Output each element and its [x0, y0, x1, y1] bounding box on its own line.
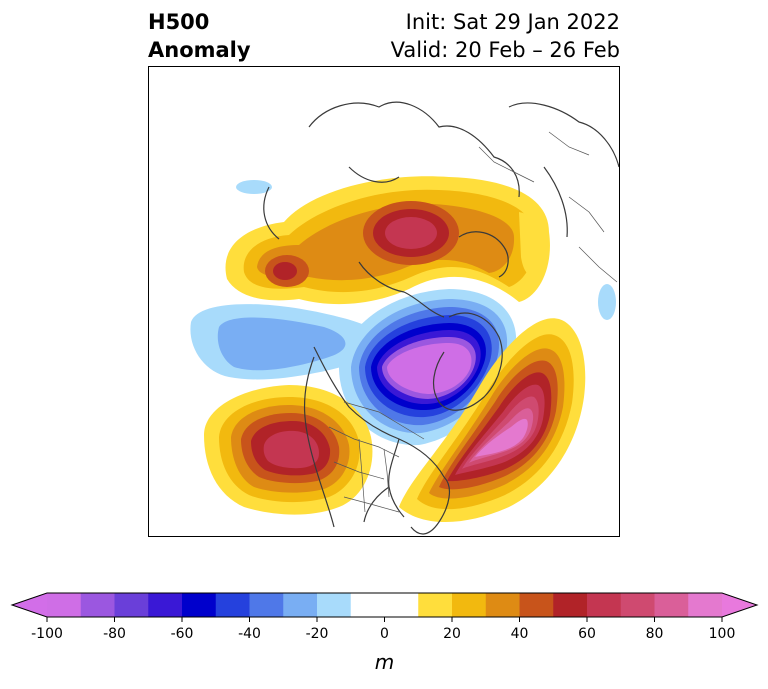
colorbar-tick-label: 80: [646, 626, 664, 642]
colorbar-graphic: -100 -80 -60 -40 -20 0 20 40 60 80 100 m: [10, 592, 759, 674]
colorbar-tick-label: -100: [31, 626, 63, 642]
colorbar-segment: [215, 593, 250, 617]
colorbar-tick-label: 0: [380, 626, 389, 642]
colorbar-tick-label: -80: [103, 626, 126, 642]
colorbar-under-arrow: [12, 593, 47, 617]
colorbar-segment: [317, 593, 352, 617]
coastlines: [263, 101, 619, 535]
colorbar-segment: [148, 593, 183, 617]
colorbar: -100 -80 -60 -40 -20 0 20 40 60 80 100 m: [0, 585, 768, 685]
colorbar-segment: [114, 593, 149, 617]
colorbar-segment: [587, 593, 622, 617]
colorbar-segment: [80, 593, 115, 617]
colorbar-segment: [452, 593, 487, 617]
colorbar-segment: [418, 593, 453, 617]
colorbar-over-arrow: [722, 593, 757, 617]
map-dates: Init: Sat 29 Jan 2022 Valid: 20 Feb – 26…: [391, 8, 620, 64]
title-field: Anomaly: [148, 38, 251, 62]
colorbar-segment: [519, 593, 554, 617]
colorbar-segment: [350, 593, 419, 617]
ridge-west-us: [204, 385, 373, 515]
colorbar-segment: [553, 593, 588, 617]
ridge-north: [225, 176, 550, 305]
colorbar-segment: [485, 593, 520, 617]
colorbar-segment: [654, 593, 689, 617]
valid-period: Valid: 20 Feb – 26 Feb: [390, 38, 620, 62]
colorbar-tick-label: 60: [578, 626, 596, 642]
colorbar-segment: [249, 593, 284, 617]
title-variable: H500: [148, 10, 210, 34]
map-canvas: [190, 101, 619, 535]
map-title: H500 Anomaly: [148, 8, 251, 64]
colorbar-tick-label: 20: [443, 626, 461, 642]
borders: [328, 131, 618, 513]
anomaly-map: [148, 66, 620, 537]
colorbar-segment: [620, 593, 655, 617]
colorbar-segment: [688, 593, 723, 617]
colorbar-tick-label: 40: [511, 626, 529, 642]
colorbar-tick-label: -60: [171, 626, 194, 642]
init-date: Init: Sat 29 Jan 2022: [405, 10, 620, 34]
colorbar-segment: [182, 593, 217, 617]
colorbar-tick-label: 100: [709, 626, 736, 642]
colorbar-unit-label: m: [375, 650, 394, 674]
colorbar-tick-label: -20: [306, 626, 329, 642]
colorbar-tick-label: -40: [238, 626, 261, 642]
colorbar-segment: [47, 593, 82, 617]
colorbar-segment: [283, 593, 318, 617]
ridge-atlantic: [399, 318, 586, 523]
ridge-east: [519, 212, 545, 276]
